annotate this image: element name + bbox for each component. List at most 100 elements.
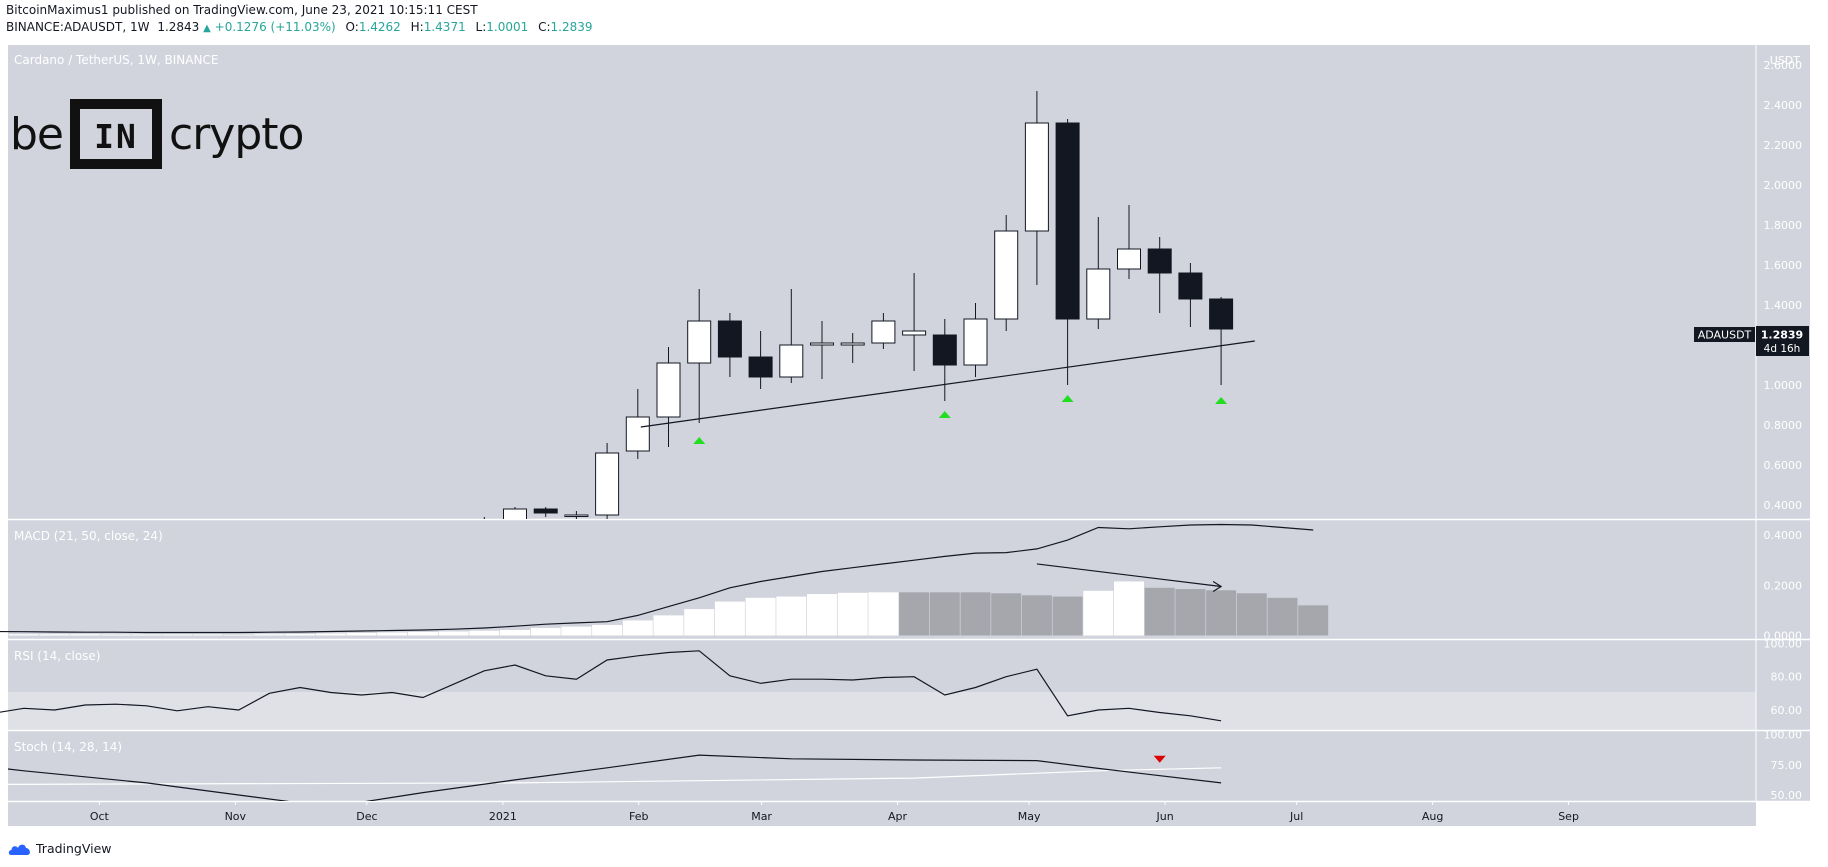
candle-bull[interactable] [503,508,527,521]
macd-histogram-bar [899,592,930,636]
candle-bear[interactable] [717,320,742,358]
time-tick-label: Aug [1422,810,1443,823]
macd-histogram-bar [1021,595,1052,636]
last-price-tag [1756,326,1809,356]
time-tick-label: May [1018,810,1041,823]
symbol-tag [1694,327,1755,342]
rsi-tick-label: 80.00 [1771,671,1803,684]
logo-text-crypto: crypto [169,108,304,160]
price-change: +0.1276 (+11.03%) [214,20,336,34]
macd-histogram-bar [1083,590,1114,636]
candle-bear[interactable] [1178,272,1203,300]
low-label: L: [475,20,487,34]
price-tick-label: 0.6000 [1764,459,1803,472]
high-value: 1.4371 [423,20,466,34]
symbol-tag-text: ADAUSDT [1698,329,1752,342]
macd-histogram-bar [131,634,162,636]
macd-line [0,523,1314,634]
stoch-d-line [8,767,1222,785]
candle-bull[interactable] [902,330,927,336]
macd-histogram-bar [254,634,285,636]
price-pane-title: Cardano / TetherUS, 1W, BINANCE [14,53,218,67]
candle-bull[interactable] [994,230,1019,320]
last-price-tag-value: 1.2839 [1761,329,1803,342]
price-scale-bg[interactable] [1756,45,1810,802]
time-tick-label: Jun [1155,810,1173,823]
candle-bull[interactable] [1024,122,1049,232]
rsi-title: RSI (14, close) [14,649,100,663]
macd-histogram-bar [70,634,101,636]
macd-histogram-bar [776,596,807,636]
candle-bull[interactable] [779,344,804,378]
publisher-name[interactable]: BitcoinMaximus1 [6,3,109,17]
macd-histogram-bar [1144,587,1175,636]
stoch-pane[interactable] [8,731,1756,801]
divergence-arrow[interactable] [1036,563,1222,588]
candle-bull[interactable] [687,320,712,364]
macd-histogram-bar [1298,605,1329,636]
stoch-k-line [8,754,1222,801]
candle-bear[interactable] [1209,298,1234,330]
candle-bull[interactable] [1086,268,1111,320]
candle-bear[interactable] [533,508,558,514]
price-tick-label: 2.2000 [1764,139,1803,152]
candle-bull[interactable] [871,320,896,344]
candle-bear[interactable] [1147,248,1172,274]
stoch-tick-label: 100.00 [1764,729,1803,742]
logo-text-in: IN [94,117,138,156]
macd-tick-label: 0.0000 [1764,629,1803,642]
publish-info: BitcoinMaximus1 published on TradingView… [6,3,478,17]
red-triangle-down-icon [1153,755,1166,763]
macd-histogram-bar [960,592,991,636]
candle-bull[interactable] [656,362,681,418]
candle-bull[interactable] [625,416,650,452]
candle-bear[interactable] [1055,122,1080,320]
time-tick-label: Mar [751,810,772,823]
green-triangle-up-icon [1061,395,1074,402]
bracket-icon: IN [66,97,166,171]
time-axis[interactable] [8,802,1756,826]
price-tick-label: 1.0000 [1764,379,1803,392]
candle-bull[interactable] [963,318,988,366]
support-trendline[interactable] [640,340,1255,428]
price-tick-label: 1.8000 [1764,219,1803,232]
macd-histogram-bar [653,615,684,636]
macd-tick-label: 0.4000 [1764,529,1803,542]
current-price-label: ADAUSDT 1.2839 4d 16h [1694,326,1809,356]
price-tick-label: 1.4000 [1764,299,1803,312]
macd-histogram-bar [807,594,837,636]
time-tick-label: Feb [629,810,648,823]
candle-bear[interactable] [748,356,773,378]
stoch-tick-label: 75.00 [1771,759,1803,772]
time-tick-label: Apr [888,810,908,823]
macd-histogram-bar [438,631,469,636]
rsi-tick-label: 60.00 [1771,704,1803,717]
candle-bear[interactable] [932,334,957,366]
candle-bull[interactable] [840,342,865,346]
price-tick-label: 1.6000 [1764,259,1803,272]
open-label: O: [345,20,359,34]
low-value: 1.0001 [486,20,529,34]
time-tick-label: Jul [1289,810,1303,823]
beincrypto-logo: be IN crypto [10,94,304,174]
macd-histogram-bar [0,634,9,636]
macd-histogram-bar [39,634,70,636]
time-tick-label: Nov [225,810,247,823]
tradingview-brand[interactable]: TradingView [8,841,112,856]
price-pane[interactable] [8,45,1756,519]
macd-histogram-bar [315,633,346,636]
candle-bull[interactable] [564,514,589,517]
price-tick-label: 2.6000 [1764,59,1803,72]
macd-title: MACD (21, 50, close, 24) [14,529,163,543]
macd-histogram-bar [8,634,39,636]
last-price: 1.2843 [157,20,200,34]
rsi-line [0,650,1222,722]
time-tick-label: Oct [90,810,110,823]
macd-histogram-bar [530,627,561,636]
candle-bull[interactable] [810,342,834,346]
candle-bull[interactable] [1117,248,1141,270]
candle-bull[interactable] [595,452,620,516]
macd-histogram-bar [223,634,254,636]
macd-histogram-bar [1114,581,1144,636]
